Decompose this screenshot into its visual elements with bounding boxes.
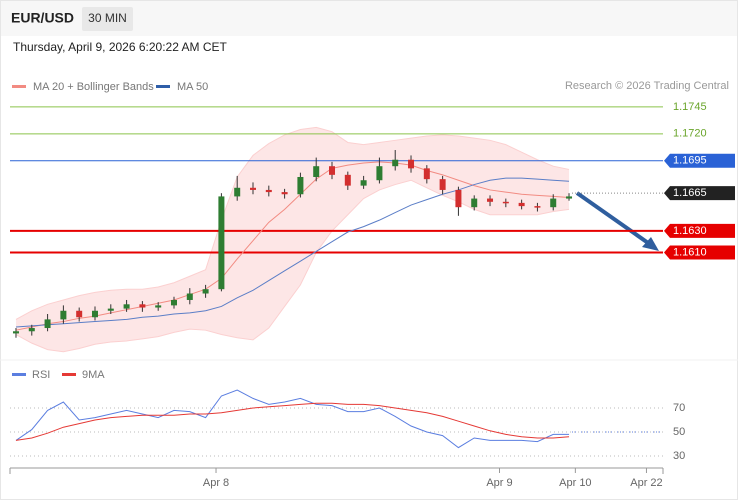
x-tick-label: Apr 9 xyxy=(486,477,512,489)
rsi-line xyxy=(15,389,570,449)
level-label: 1.1610 xyxy=(673,246,707,258)
candle-body xyxy=(265,189,272,193)
level-label: 1.1665 xyxy=(673,187,707,199)
candle-body xyxy=(76,310,83,318)
forecast-arrow xyxy=(575,191,653,247)
candle-body xyxy=(250,187,257,190)
candle-body xyxy=(123,304,130,309)
legend-label: RSI xyxy=(32,369,50,381)
candle-body xyxy=(234,187,241,197)
x-tick-label: Apr 8 xyxy=(203,477,229,489)
y-tick-label: 30 xyxy=(673,450,685,462)
forecast-arrow-head xyxy=(642,237,659,251)
level-label: 1.1720 xyxy=(673,128,707,140)
candle-body xyxy=(487,198,494,202)
candle-body xyxy=(155,305,162,308)
symbol: EUR/USD xyxy=(11,10,74,26)
candle-body xyxy=(91,310,98,318)
legend-label: MA 20 + Bollinger Bands xyxy=(33,81,154,93)
interval[interactable]: 30 MIN xyxy=(88,11,127,25)
interval-button[interactable] xyxy=(82,7,133,31)
legend-swatch xyxy=(156,85,170,88)
legend-label: 9MA xyxy=(82,369,105,381)
candle-body xyxy=(281,192,288,195)
level-box xyxy=(664,186,735,201)
candle-body xyxy=(218,196,225,290)
level-box xyxy=(664,245,735,260)
candle-body xyxy=(423,168,430,180)
candle-body xyxy=(360,180,367,186)
candle-body xyxy=(170,299,177,306)
y-tick-label: 50 xyxy=(673,426,685,438)
candle-body xyxy=(186,293,193,300)
candle-body xyxy=(28,328,35,332)
candle-body xyxy=(392,159,399,167)
band-fill xyxy=(15,127,570,352)
candle-body xyxy=(550,198,557,208)
candle-body xyxy=(566,196,573,199)
y-tick-label: 70 xyxy=(673,402,685,414)
candle-body xyxy=(297,176,304,195)
rsi-line xyxy=(15,402,570,441)
x-tick-label: Apr 10 xyxy=(559,477,591,489)
x-tick-label: Apr 22 xyxy=(630,477,662,489)
candle-body xyxy=(202,289,209,294)
moving-average xyxy=(15,177,570,328)
candle-body xyxy=(139,304,146,308)
level-label: 1.1695 xyxy=(673,155,707,167)
candle-body xyxy=(439,179,446,190)
candle-body xyxy=(44,319,51,329)
candle-body xyxy=(344,174,351,186)
candle-body xyxy=(455,189,462,208)
legend-swatch xyxy=(12,373,26,376)
candle-body xyxy=(329,166,336,175)
candle-body xyxy=(12,331,19,334)
credit: Research © 2026 Trading Central xyxy=(565,80,729,92)
candle-body xyxy=(60,310,67,320)
moving-average xyxy=(15,161,570,331)
datetime: Thursday, April 9, 2026 6:20:22 AM CET xyxy=(13,40,228,54)
level-label: 1.1630 xyxy=(673,225,707,237)
candle-body xyxy=(534,206,541,208)
bollinger-lower xyxy=(15,179,570,353)
candle-body xyxy=(313,166,320,177)
candle-body xyxy=(376,166,383,181)
candle-body xyxy=(471,198,478,208)
level-label: 1.1745 xyxy=(673,101,707,113)
candle-body xyxy=(518,202,525,207)
level-box xyxy=(664,153,735,168)
candle-body xyxy=(107,308,114,311)
legend-swatch xyxy=(12,85,26,88)
legend-label: MA 50 xyxy=(177,81,208,93)
bollinger-upper xyxy=(15,126,570,320)
candle-body xyxy=(502,201,509,204)
candle-body xyxy=(408,159,415,169)
legend-swatch xyxy=(62,373,76,376)
level-box xyxy=(664,223,735,238)
